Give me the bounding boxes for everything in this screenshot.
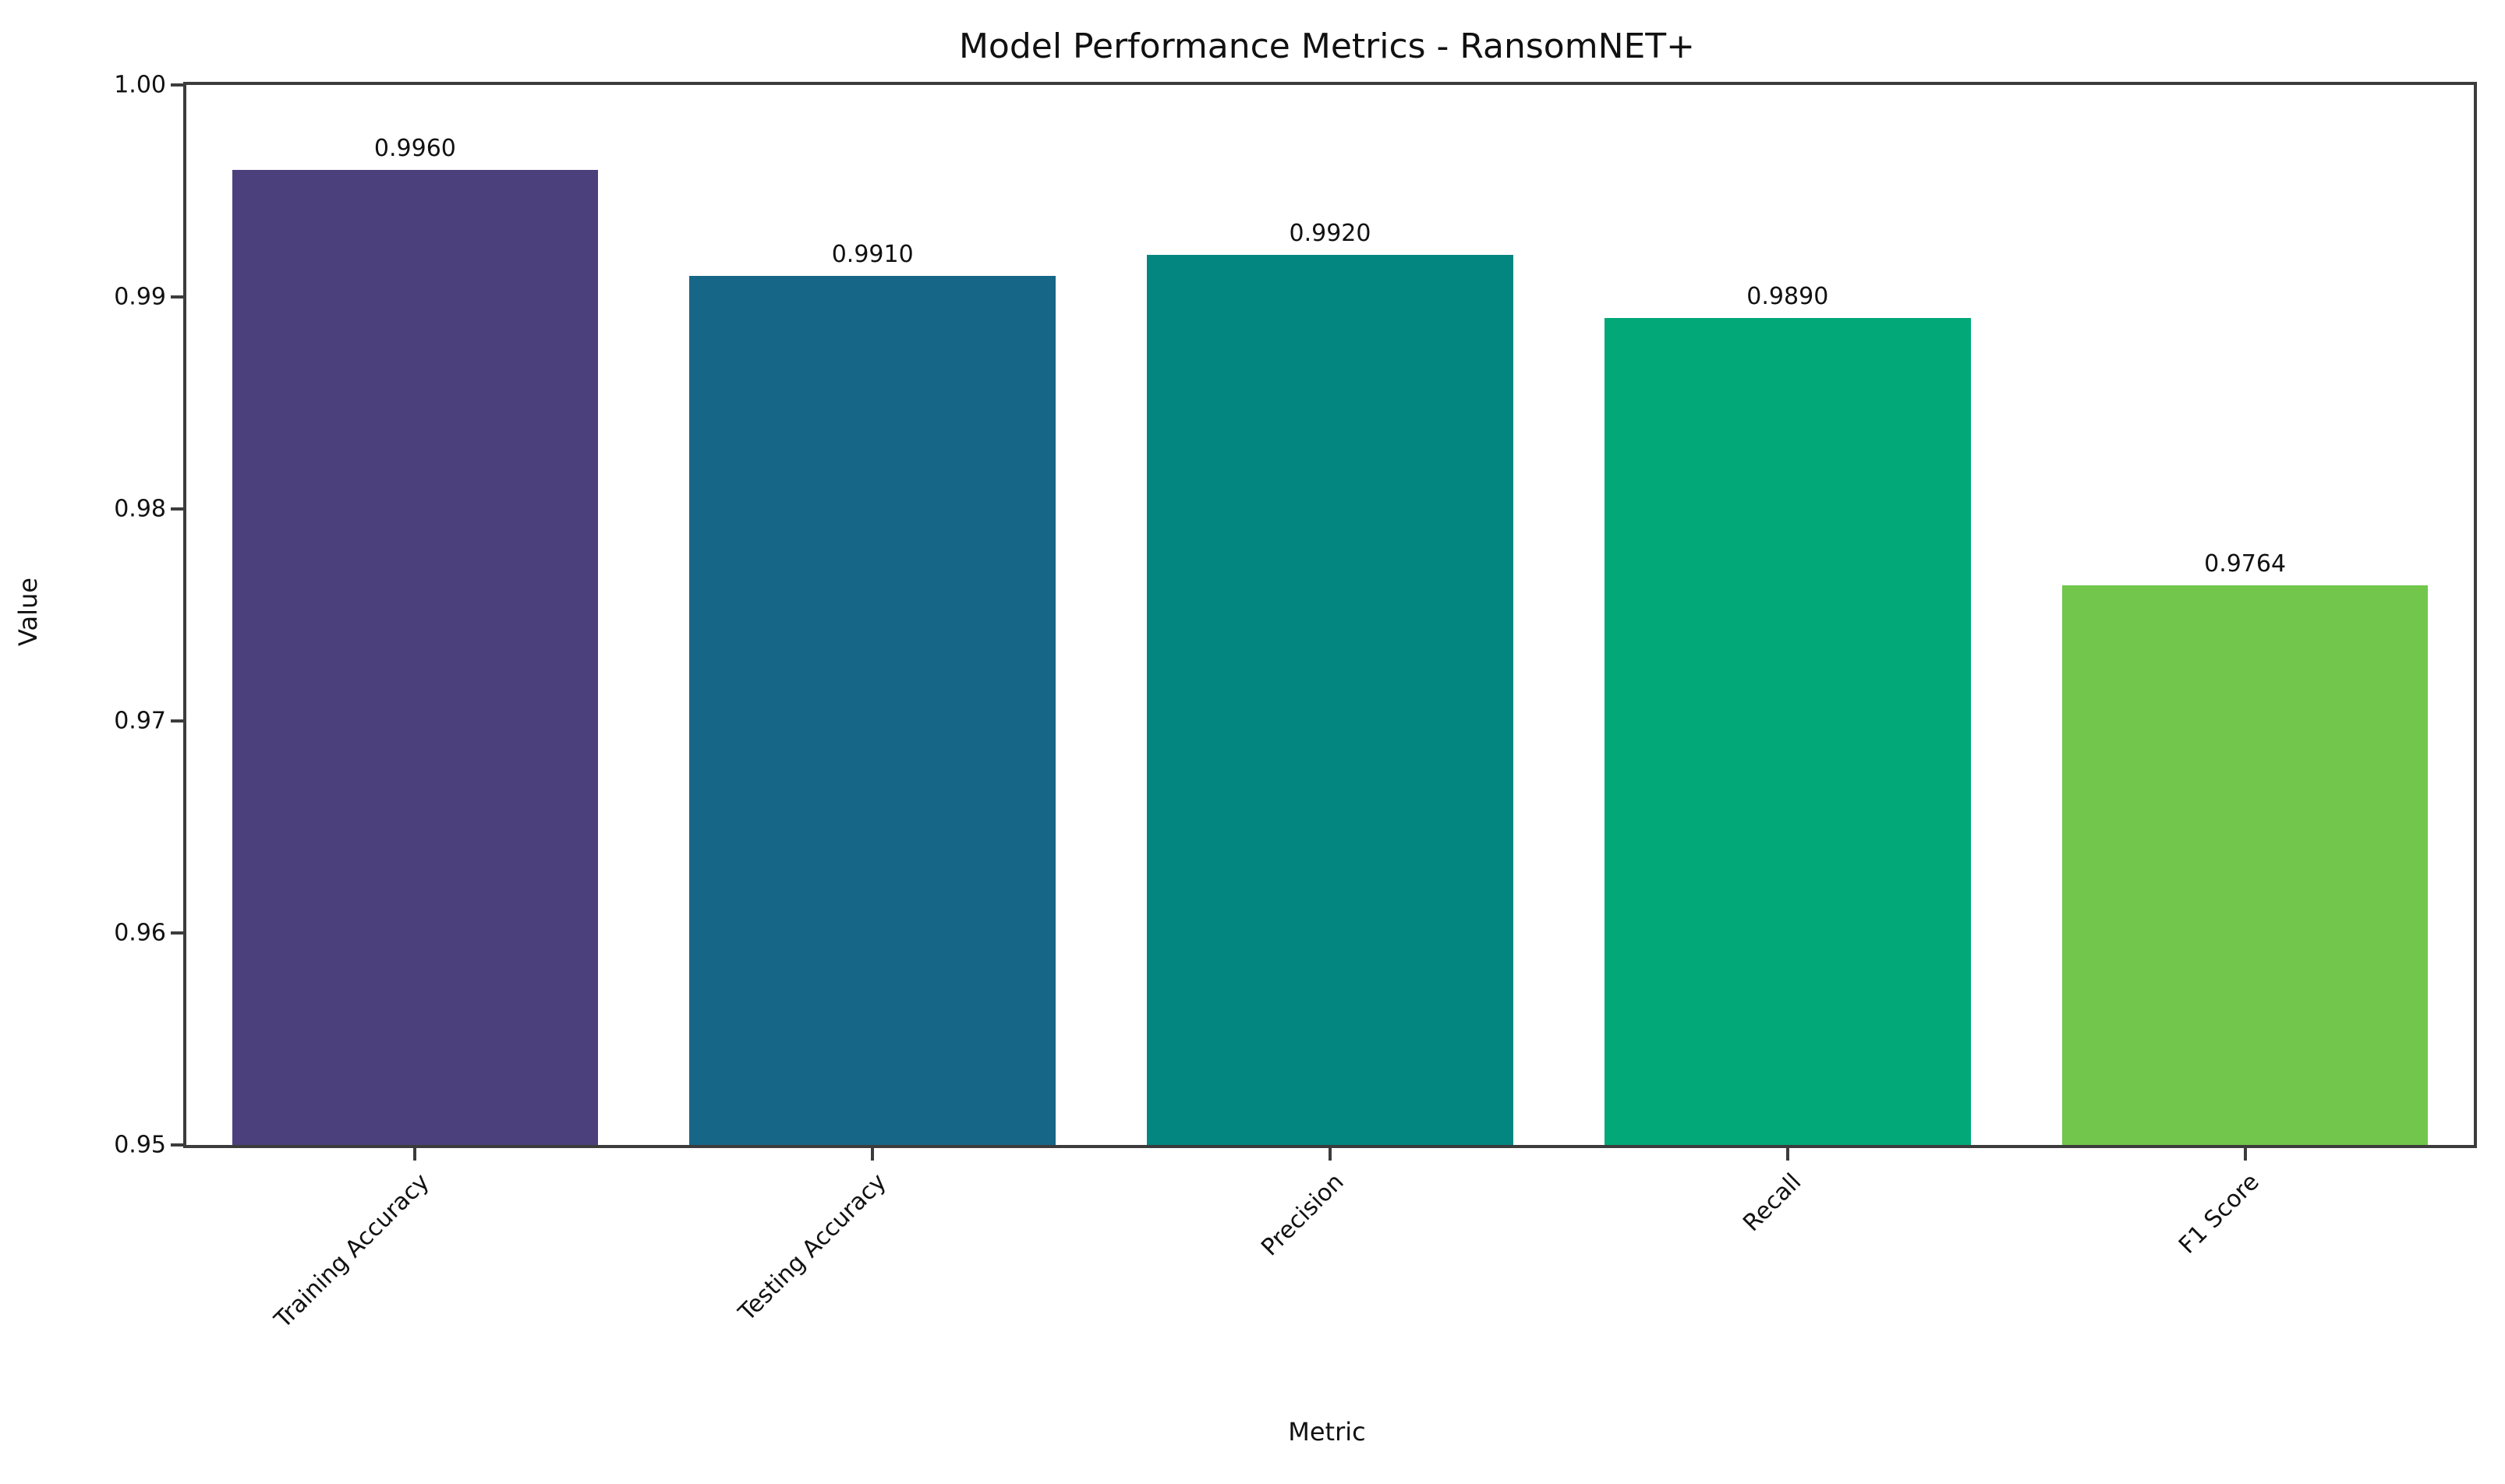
y-tick-label: 0.98 bbox=[114, 495, 166, 523]
bar-testing-accuracy bbox=[689, 275, 1056, 1145]
x-tick-mark bbox=[871, 1148, 875, 1161]
x-tick-label-testing-accuracy: Testing Accuracy bbox=[734, 1168, 892, 1327]
bar-value-label: 0.9960 bbox=[373, 134, 456, 162]
bar-precision bbox=[1147, 254, 1513, 1145]
x-tick-label-precision: Precision bbox=[1256, 1168, 1350, 1262]
bar-value-label: 0.9890 bbox=[1746, 283, 1829, 311]
y-tick-label: 0.95 bbox=[114, 1131, 166, 1159]
y-tick-label: 0.97 bbox=[114, 707, 166, 735]
x-tick-label-recall: Recall bbox=[1738, 1168, 1807, 1238]
x-axis-label: Metric bbox=[1288, 1417, 1366, 1447]
y-tick-mark bbox=[171, 1143, 183, 1147]
y-tick-label: 0.96 bbox=[114, 919, 166, 947]
bar-value-label: 0.9910 bbox=[831, 240, 914, 268]
x-tick-mark bbox=[1329, 1148, 1332, 1161]
plot-area: 0.95 0.96 0.97 0.98 0.99 1.00 0.9960 Training A… bbox=[114, 72, 2477, 1334]
x-tick-label-f1-score: F1 Score bbox=[2173, 1168, 2265, 1260]
x-tick-mark bbox=[413, 1148, 417, 1161]
x-tick-mark bbox=[1785, 1148, 1789, 1161]
x-tick-mark bbox=[2243, 1148, 2247, 1161]
y-tick-mark bbox=[171, 507, 183, 511]
bar-training-accuracy bbox=[232, 169, 599, 1145]
y-tick-mark bbox=[171, 83, 183, 87]
bar-f1-score bbox=[2061, 585, 2429, 1145]
bar-value-label: 0.9920 bbox=[1289, 219, 1371, 247]
bar-recall bbox=[1605, 318, 1971, 1145]
chart-title: Model Performance Metrics - RansomNET+ bbox=[958, 26, 1696, 66]
y-tick-mark bbox=[171, 931, 183, 935]
x-tick-label-training-accuracy: Training Accuracy bbox=[269, 1168, 435, 1334]
bar-value-label: 0.9764 bbox=[2204, 549, 2287, 578]
y-tick-mark bbox=[171, 295, 183, 299]
y-axis-label: Value bbox=[13, 578, 43, 646]
y-tick-label: 1.00 bbox=[114, 71, 166, 99]
y-tick-mark bbox=[171, 719, 183, 723]
y-tick-label: 0.99 bbox=[114, 283, 166, 311]
